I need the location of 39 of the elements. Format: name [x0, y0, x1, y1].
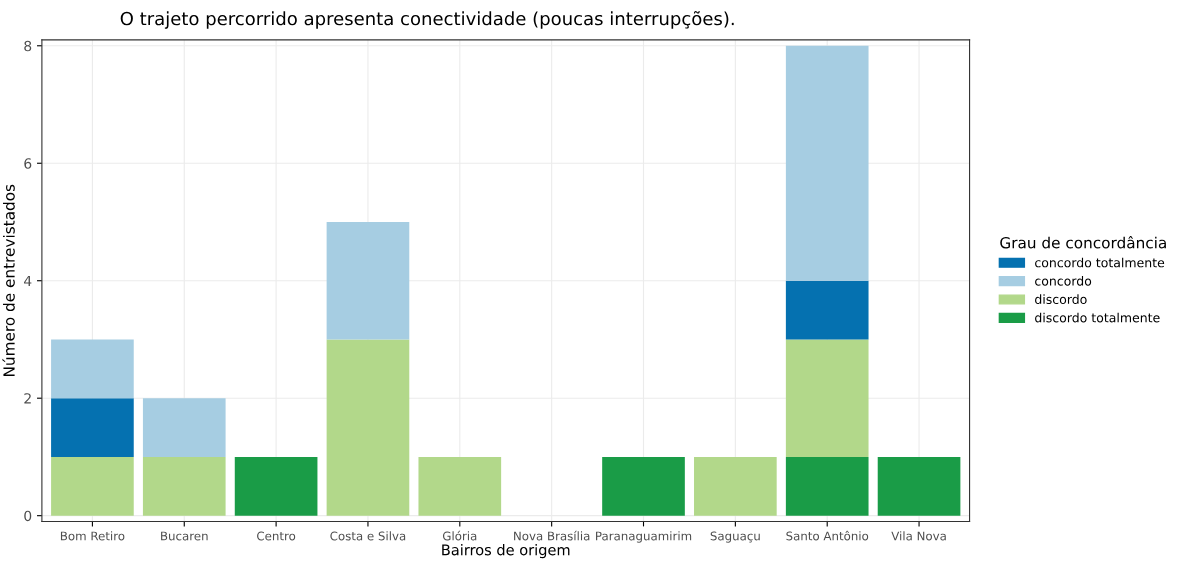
- x-tick-label: Glória: [442, 530, 477, 541]
- bar: [51, 398, 134, 457]
- x-tick-label: Bucaren: [161, 531, 208, 541]
- x-tick-label: Costa e Silva: [330, 531, 406, 541]
- bar: [785, 280, 869, 340]
- bar: [785, 456, 869, 516]
- bar: [877, 456, 961, 516]
- y-tick-label: 8: [24, 40, 32, 52]
- x-tick-label: Nova Brasília: [514, 530, 590, 541]
- x-tick-label: Paranaguamirim: [596, 531, 692, 543]
- x-tick-label: Vila Nova: [891, 531, 946, 541]
- chart-title: O trajeto percorrido apresenta conectividade (poucas interrupções).: [120, 11, 734, 29]
- x-tick-label: Bom Retiro: [60, 531, 125, 541]
- legend-label: concordo totalmente: [1035, 257, 1165, 268]
- x-tick-label: Saguaçu: [710, 531, 760, 543]
- bar: [51, 339, 134, 399]
- x-tick-label: Centro: [257, 531, 296, 541]
- legend-label: discordo totalmente: [1035, 312, 1160, 323]
- bar: [234, 456, 318, 516]
- y-tick-label: 6: [24, 158, 32, 169]
- bar: [326, 339, 410, 516]
- y-axis-title: Número de entrevistados: [2, 184, 15, 376]
- x-tick-label: Santo Antônio: [786, 530, 869, 541]
- bar: [785, 339, 869, 457]
- bar: [51, 456, 134, 516]
- y-tick-label: 0: [24, 510, 32, 522]
- y-tick-label: 4: [24, 275, 32, 286]
- y-tick-label: 2: [24, 393, 31, 404]
- legend-label: discordo: [1035, 294, 1087, 305]
- bar: [785, 45, 869, 281]
- legend-label: concordo: [1035, 276, 1092, 286]
- bar: [142, 456, 226, 516]
- bar: [694, 456, 777, 516]
- x-axis-title: Bairros de origem: [442, 544, 570, 559]
- bar: [602, 456, 685, 516]
- bar: [326, 221, 410, 340]
- bar: [142, 398, 226, 457]
- bar: [418, 456, 502, 516]
- legend-title: Grau de concordância: [1000, 236, 1166, 249]
